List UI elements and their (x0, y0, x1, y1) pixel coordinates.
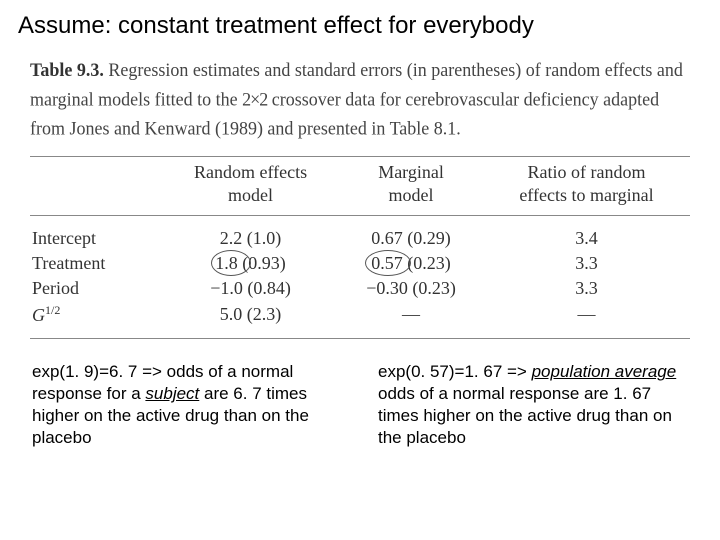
row-label: Intercept (30, 226, 162, 251)
cell-re: −1.0 (0.84) (162, 276, 339, 301)
footer-right: exp(0. 57)=1. 67 => population average o… (378, 361, 688, 448)
table-body: Intercept 2.2 (1.0) 0.67 (0.29) 3.4 Trea… (30, 216, 690, 339)
col-ratio: Ratio of randomeffects to marginal (483, 156, 690, 216)
footer-left: exp(1. 9)=6. 7 => odds of a normal respo… (32, 361, 342, 448)
cell-mg: −0.30 (0.23) (339, 276, 483, 301)
row-label: Period (30, 276, 162, 301)
col-blank (30, 156, 162, 216)
row-label: G1/2 (30, 301, 162, 328)
col-random-effects: Random effectsmodel (162, 156, 339, 216)
col-marginal: Marginalmodel (339, 156, 483, 216)
cell-ratio: 3.3 (483, 276, 690, 301)
footer-notes: exp(1. 9)=6. 7 => odds of a normal respo… (32, 361, 688, 448)
cell-ratio: 3.3 (483, 251, 690, 276)
table-row: Intercept 2.2 (1.0) 0.67 (0.29) 3.4 (30, 226, 690, 251)
cell-ratio: 3.4 (483, 226, 690, 251)
table-row: G1/2 5.0 (2.3) — — (30, 301, 690, 328)
underline-population-average: population average (532, 362, 677, 381)
cell-re: 1.8 (0.93) (162, 251, 339, 276)
underline-subject: subject (145, 384, 199, 403)
table-row: Treatment 1.8 (0.93) 0.57 (0.23) 3.3 (30, 251, 690, 276)
caption-mult: 2×2 (242, 88, 267, 109)
caption-label: Table 9.3. (30, 59, 104, 80)
cell-re: 5.0 (2.3) (162, 301, 339, 328)
row-label: Treatment (30, 251, 162, 276)
table-row: Period −1.0 (0.84) −0.30 (0.23) 3.3 (30, 276, 690, 301)
cell-re: 2.2 (1.0) (162, 226, 339, 251)
cell-ratio: — (483, 301, 690, 328)
cell-mg: 0.57 (0.23) (339, 251, 483, 276)
cell-mg: 0.67 (0.29) (339, 226, 483, 251)
results-table: Random effectsmodel Marginalmodel Ratio … (30, 156, 690, 340)
table-head: Random effectsmodel Marginalmodel Ratio … (30, 156, 690, 216)
table-caption: Table 9.3. Regression estimates and stan… (30, 56, 690, 144)
cell-mg: — (339, 301, 483, 328)
page-title: Assume: constant treatment effect for ev… (18, 12, 702, 40)
table-region: Random effectsmodel Marginalmodel Ratio … (30, 156, 690, 340)
